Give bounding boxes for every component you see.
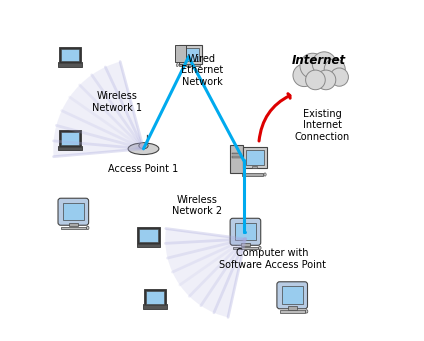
FancyBboxPatch shape <box>63 203 84 220</box>
FancyBboxPatch shape <box>246 150 264 165</box>
Wedge shape <box>165 228 245 317</box>
Circle shape <box>330 68 349 86</box>
FancyBboxPatch shape <box>277 282 307 309</box>
Bar <box>232 157 241 158</box>
FancyBboxPatch shape <box>139 229 158 242</box>
Circle shape <box>316 70 336 90</box>
FancyBboxPatch shape <box>242 173 263 176</box>
FancyBboxPatch shape <box>179 45 202 64</box>
Bar <box>232 153 241 154</box>
Circle shape <box>306 70 325 90</box>
FancyBboxPatch shape <box>235 223 256 240</box>
FancyBboxPatch shape <box>61 226 86 229</box>
Ellipse shape <box>139 143 148 149</box>
FancyBboxPatch shape <box>175 45 186 62</box>
Ellipse shape <box>176 63 178 66</box>
FancyBboxPatch shape <box>137 227 159 243</box>
Circle shape <box>324 59 345 80</box>
FancyBboxPatch shape <box>59 47 81 63</box>
FancyBboxPatch shape <box>179 64 200 66</box>
Ellipse shape <box>128 143 159 154</box>
Text: Wireless
Network 1: Wireless Network 1 <box>92 91 142 113</box>
FancyBboxPatch shape <box>233 247 258 249</box>
FancyBboxPatch shape <box>58 146 82 150</box>
Bar <box>69 223 78 226</box>
FancyBboxPatch shape <box>61 132 79 145</box>
Circle shape <box>312 52 336 76</box>
Circle shape <box>293 64 315 87</box>
Bar <box>288 306 296 310</box>
FancyBboxPatch shape <box>144 289 166 306</box>
FancyBboxPatch shape <box>143 305 167 309</box>
Ellipse shape <box>259 246 261 250</box>
Ellipse shape <box>305 310 308 313</box>
FancyBboxPatch shape <box>243 147 267 167</box>
Text: Computer with
Software Access Point: Computer with Software Access Point <box>219 248 326 270</box>
FancyBboxPatch shape <box>280 310 304 313</box>
Bar <box>252 166 257 168</box>
FancyBboxPatch shape <box>182 48 199 61</box>
FancyBboxPatch shape <box>58 198 89 225</box>
Text: Access Point 1: Access Point 1 <box>109 164 179 174</box>
FancyBboxPatch shape <box>137 242 160 247</box>
Ellipse shape <box>86 226 89 229</box>
FancyBboxPatch shape <box>282 286 303 303</box>
Circle shape <box>300 53 325 78</box>
FancyBboxPatch shape <box>59 130 81 147</box>
Bar <box>241 242 250 246</box>
FancyBboxPatch shape <box>146 291 165 303</box>
Text: Existing
Internet
Connection: Existing Internet Connection <box>295 109 350 142</box>
FancyBboxPatch shape <box>230 145 243 173</box>
Text: Wired
Ethernet
Network: Wired Ethernet Network <box>181 54 223 87</box>
Text: Wireless
Network 2: Wireless Network 2 <box>172 195 222 217</box>
Wedge shape <box>53 62 143 157</box>
FancyBboxPatch shape <box>58 62 82 66</box>
Text: Internet: Internet <box>292 54 346 67</box>
FancyBboxPatch shape <box>61 49 79 61</box>
FancyBboxPatch shape <box>230 218 261 245</box>
Ellipse shape <box>264 173 266 176</box>
